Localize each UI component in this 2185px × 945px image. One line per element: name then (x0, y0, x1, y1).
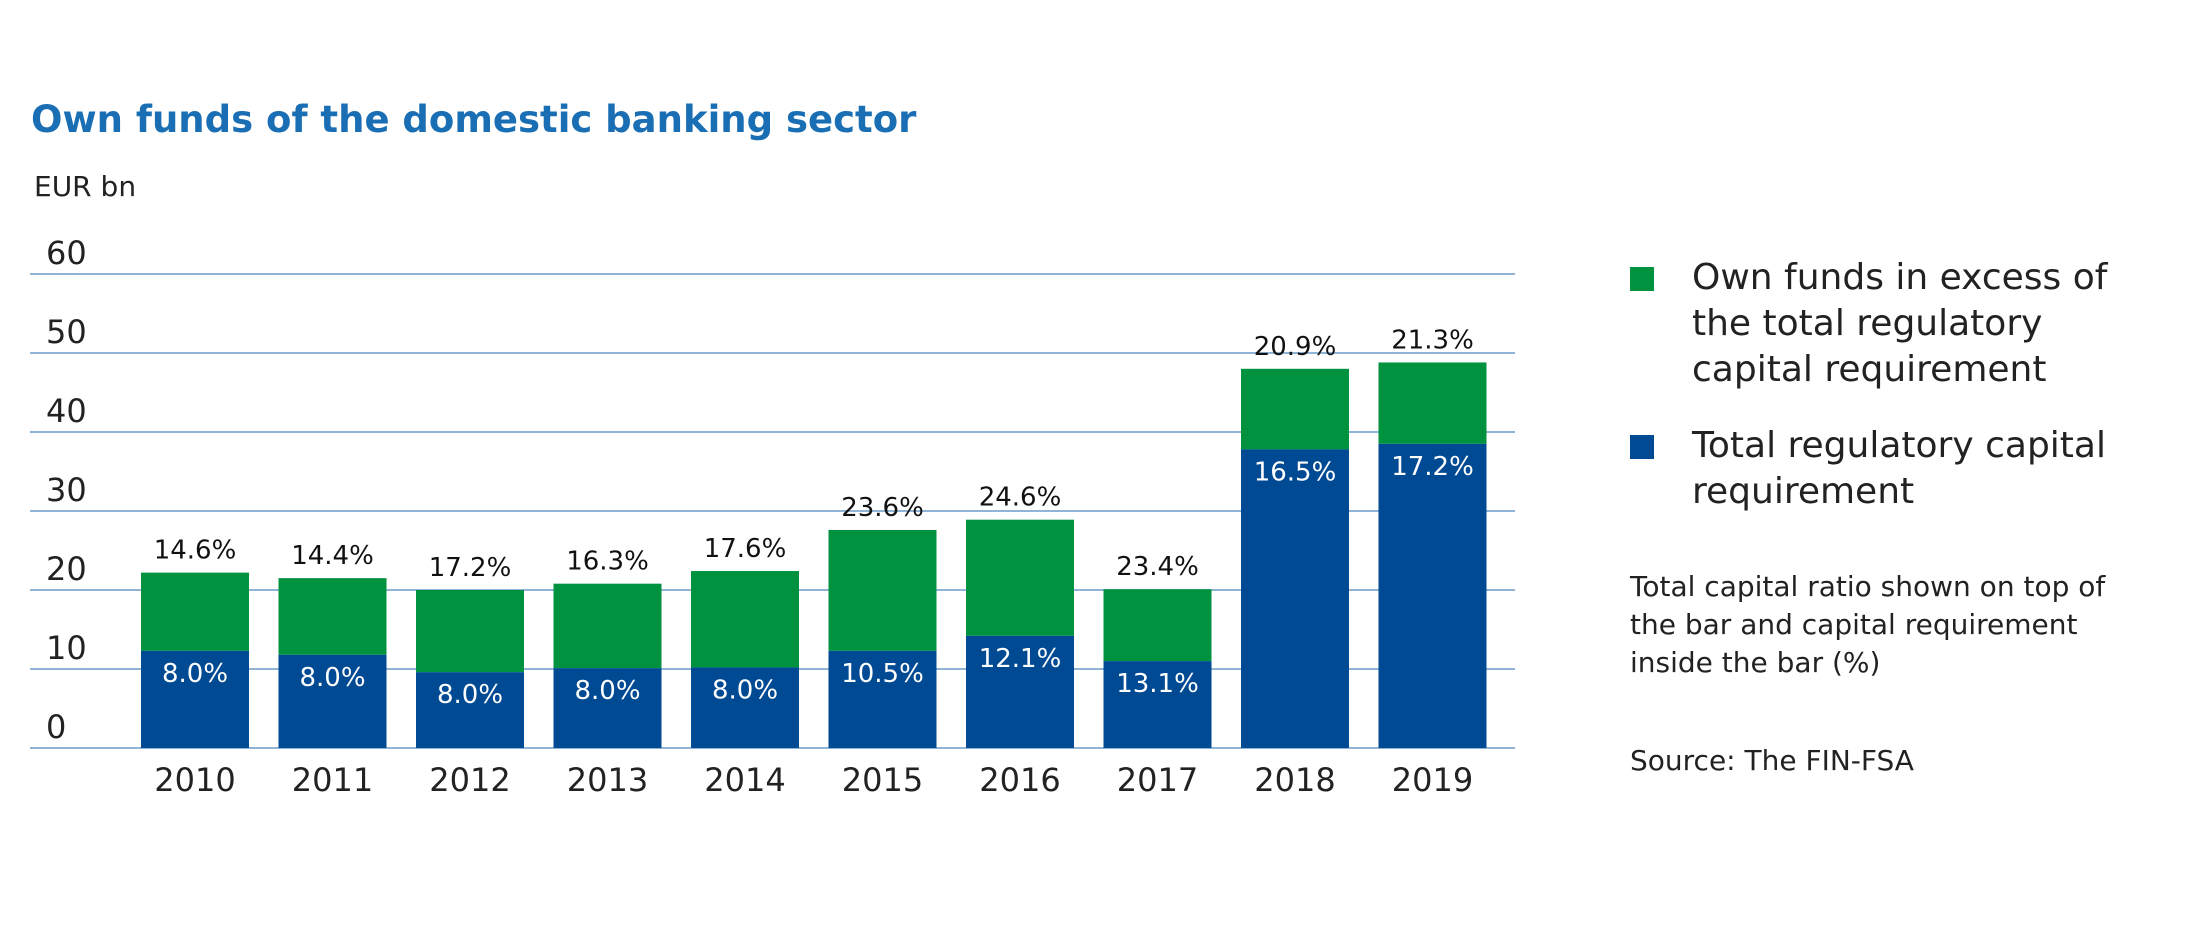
capital-requirement-label: 8.0% (712, 675, 778, 705)
chart-title: Own funds of the domestic banking sector (31, 98, 917, 141)
bar-own-funds-excess (1378, 362, 1487, 444)
y-tick-label: 50 (46, 313, 87, 351)
x-tick-label: 2015 (842, 761, 923, 799)
legend-swatch-excess (1630, 267, 1654, 291)
bar-own-funds-excess (966, 519, 1074, 636)
capital-requirement-label: 10.5% (841, 659, 924, 689)
x-tick-label: 2013 (567, 761, 648, 799)
bar-capital-requirement (141, 650, 249, 748)
bar-capital-requirement (1378, 443, 1487, 748)
x-tick-label: 2017 (1117, 761, 1198, 799)
y-tick-label: 20 (46, 550, 87, 588)
y-tick-label: 30 (46, 471, 87, 509)
y-tick-label: 60 (46, 234, 87, 272)
bar-capital-requirement (966, 635, 1074, 748)
capital-requirement-label: 8.0% (574, 676, 640, 706)
source-note: Source: The FIN-FSA (1630, 744, 1914, 777)
total-capital-ratio-label: 23.4% (1116, 552, 1199, 582)
x-tick-label: 2016 (979, 761, 1060, 799)
bar-own-funds-excess (828, 529, 937, 651)
bar-chart: 0 10 20 30 40 50 60 14.6% 8.0% 2010 14.4% 8.0% 2011 1… (30, 234, 1515, 799)
x-tick-label: 2018 (1254, 761, 1335, 799)
x-tick-label: 2011 (292, 761, 373, 799)
bar-capital-requirement (278, 654, 387, 748)
y-tick-label: 10 (46, 629, 87, 667)
legend: Own funds in excess of the total regulat… (1630, 255, 2150, 545)
bar-own-funds-excess (141, 572, 249, 651)
total-capital-ratio-label: 20.9% (1254, 332, 1337, 362)
bar-capital-requirement (1241, 449, 1349, 748)
y-axis-unit-label: EUR bn (34, 170, 137, 203)
bar-own-funds-excess (1103, 589, 1212, 662)
capital-requirement-label: 12.1% (979, 644, 1062, 674)
legend-label-excess: Own funds in excess of the total regulat… (1692, 257, 2108, 390)
bar-capital-requirement (828, 650, 937, 748)
total-capital-ratio-label: 14.6% (154, 536, 237, 566)
bar-capital-requirement (691, 667, 799, 748)
total-capital-ratio-label: 16.3% (566, 547, 649, 577)
total-capital-ratio-label: 23.6% (841, 493, 924, 523)
capital-requirement-label: 16.5% (1254, 457, 1337, 487)
bar-own-funds-excess (278, 578, 387, 655)
capital-requirement-label: 8.0% (437, 680, 503, 710)
capital-requirement-label: 17.2% (1391, 452, 1474, 482)
bar-own-funds-excess (416, 590, 524, 673)
x-tick-label: 2010 (154, 761, 235, 799)
x-tick-label: 2019 (1392, 761, 1473, 799)
bar-capital-requirement (553, 668, 662, 748)
capital-requirement-label: 8.0% (162, 659, 228, 689)
capital-requirement-label: 13.1% (1116, 669, 1199, 699)
legend-label-required: Total regulatory capital requirement (1692, 425, 2106, 512)
legend-swatch-required (1630, 435, 1654, 459)
total-capital-ratio-label: 24.6% (979, 483, 1062, 513)
bar-own-funds-excess (1241, 368, 1349, 450)
y-tick-label: 40 (46, 392, 87, 430)
total-capital-ratio-label: 14.4% (291, 541, 374, 571)
capital-requirement-label: 8.0% (299, 663, 365, 693)
bar-own-funds-excess (691, 571, 799, 668)
legend-item-required: Total regulatory capital requirement (1630, 423, 2150, 515)
x-tick-label: 2012 (429, 761, 510, 799)
total-capital-ratio-label: 17.6% (704, 534, 787, 564)
total-capital-ratio-label: 17.2% (429, 553, 512, 583)
x-tick-label: 2014 (704, 761, 785, 799)
bar-capital-requirement (1103, 661, 1212, 748)
bar-capital-requirement (416, 672, 524, 748)
legend-item-excess: Own funds in excess of the total regulat… (1630, 255, 2150, 393)
chart-note: Total capital ratio shown on top of the … (1630, 570, 2106, 679)
bar-own-funds-excess (553, 583, 662, 669)
total-capital-ratio-label: 21.3% (1391, 325, 1474, 355)
y-tick-label: 0 (46, 708, 66, 746)
